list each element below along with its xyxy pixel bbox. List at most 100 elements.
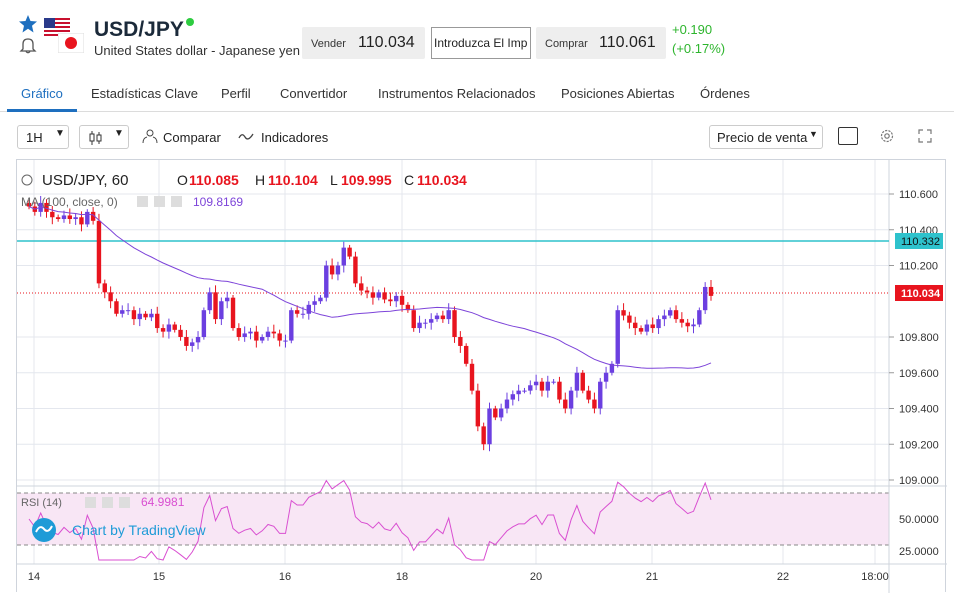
- close-icon[interactable]: [119, 497, 130, 508]
- candle-body: [633, 322, 638, 329]
- price-tick-label: 110.200: [899, 261, 938, 273]
- candle-body: [446, 310, 451, 320]
- sell-button[interactable]: Vender 110.034: [302, 27, 425, 59]
- eye-icon[interactable]: [85, 497, 96, 508]
- chart-grid: [17, 160, 889, 564]
- close-icon[interactable]: [171, 196, 182, 207]
- time-tick-label: 18:00: [861, 571, 889, 583]
- candle-body: [219, 301, 224, 320]
- snapshot-checkbox[interactable]: [838, 127, 858, 145]
- candle-body: [568, 390, 574, 409]
- candle-body: [312, 301, 317, 305]
- candle-body: [335, 265, 341, 275]
- active-tab-indicator: [7, 109, 77, 112]
- candle-body: [429, 319, 434, 323]
- candle-body: [224, 297, 230, 302]
- us-flag-icon: [44, 18, 70, 36]
- tab-instrumentos[interactable]: Instrumentos Relacionados: [378, 86, 536, 101]
- candle-body: [143, 313, 148, 318]
- candle-body: [469, 363, 475, 391]
- candle-body: [557, 381, 562, 400]
- candle-body: [364, 290, 370, 293]
- collapse-legend-icon[interactable]: [21, 174, 33, 186]
- candle-body: [289, 310, 294, 341]
- candle-body: [283, 340, 288, 342]
- candle-body: [277, 333, 282, 341]
- sell-price: 110.034: [358, 34, 415, 51]
- time-tick-label: 18: [396, 571, 408, 583]
- candle-body: [440, 315, 446, 320]
- legend-l-label: L: [330, 172, 338, 188]
- price-tick-label: 110.600: [899, 189, 938, 201]
- compare-button[interactable]: Comparar: [163, 130, 221, 145]
- amount-input[interactable]: [431, 27, 531, 59]
- tab-convertidor[interactable]: Convertidor: [280, 86, 348, 101]
- candle-body: [609, 363, 615, 373]
- candle-body: [294, 310, 300, 314]
- candle-body: [621, 310, 626, 316]
- price-chart[interactable]: 110.600110.400110.200109.800109.600109.4…: [17, 160, 947, 593]
- indicators-icon[interactable]: [238, 130, 254, 142]
- time-tick-label: 21: [646, 571, 658, 583]
- gear-icon[interactable]: [879, 128, 895, 144]
- candle-body: [708, 286, 714, 296]
- fullscreen-icon[interactable]: [918, 129, 932, 143]
- tab-grafico[interactable]: Gráfico: [21, 86, 63, 101]
- candle-body: [50, 211, 55, 218]
- candle-body: [504, 399, 510, 409]
- indicators-button[interactable]: Indicadores: [261, 130, 329, 145]
- rsi-tick-label: 25.0000: [899, 546, 939, 558]
- watermark-text[interactable]: Chart by TradingView: [72, 522, 206, 538]
- chart-container[interactable]: 110.600 110.400 110.200 109.800 109.600 109.4…: [16, 159, 947, 593]
- tab-posiciones[interactable]: Posiciones Abiertas: [561, 86, 675, 101]
- settings-icon[interactable]: [102, 497, 113, 508]
- candle-body: [73, 217, 78, 220]
- candle-body: [586, 390, 591, 400]
- candle-body: [79, 217, 84, 225]
- ma-legend-label: MA (100, close, 0): [21, 195, 118, 209]
- compare-icon[interactable]: [141, 128, 159, 144]
- legend-c-value: 110.034: [417, 172, 467, 188]
- price-type-select[interactable]: Precio de venta ▼: [709, 125, 823, 149]
- candle-body: [370, 292, 376, 298]
- candle-body: [201, 310, 207, 337]
- candle-body: [155, 313, 160, 329]
- candle-body: [481, 426, 486, 445]
- star-icon[interactable]: [18, 14, 38, 34]
- instrument-header: USD/JPY United States dollar - Japanese …: [0, 0, 954, 70]
- candle-body: [213, 292, 218, 320]
- legend-h-value: 110.104: [268, 172, 318, 188]
- candle-body: [551, 381, 556, 383]
- tab-ordenes[interactable]: Órdenes: [700, 86, 750, 101]
- eye-icon[interactable]: [137, 196, 148, 207]
- tab-perfil[interactable]: Perfil: [221, 86, 251, 101]
- candle-body: [120, 310, 125, 314]
- candle-body: [493, 408, 498, 418]
- buy-label: Comprar: [545, 38, 588, 50]
- buy-button[interactable]: Comprar 110.061: [536, 27, 666, 59]
- settings-icon[interactable]: [154, 196, 165, 207]
- candle-body: [592, 399, 597, 409]
- candle-body: [399, 295, 405, 305]
- change-percent: (+0.17%): [672, 41, 726, 56]
- chart-type-select[interactable]: ▼: [79, 125, 129, 149]
- candle-body: [271, 331, 277, 334]
- candle-body: [160, 328, 166, 332]
- candle-body: [411, 310, 416, 329]
- alert-bell-icon[interactable]: [18, 36, 38, 54]
- candle-body: [90, 211, 96, 221]
- candle-body: [108, 292, 113, 302]
- tab-estadisticas[interactable]: Estadísticas Clave: [91, 86, 198, 101]
- candle-body: [44, 202, 49, 212]
- time-tick-label: 22: [777, 571, 789, 583]
- candle-body: [528, 385, 533, 391]
- candle-body: [679, 319, 685, 323]
- candle-body: [207, 292, 212, 311]
- candle-body: [26, 202, 32, 207]
- legend-symbol: USD/JPY, 60: [42, 172, 128, 189]
- candle-body: [102, 283, 107, 293]
- interval-select[interactable]: 1H ▼: [17, 125, 69, 149]
- last-price-badge-text: 110.034: [901, 288, 941, 300]
- price-type-value: Precio de venta: [717, 130, 808, 145]
- price-tick-label: 109.800: [899, 332, 939, 344]
